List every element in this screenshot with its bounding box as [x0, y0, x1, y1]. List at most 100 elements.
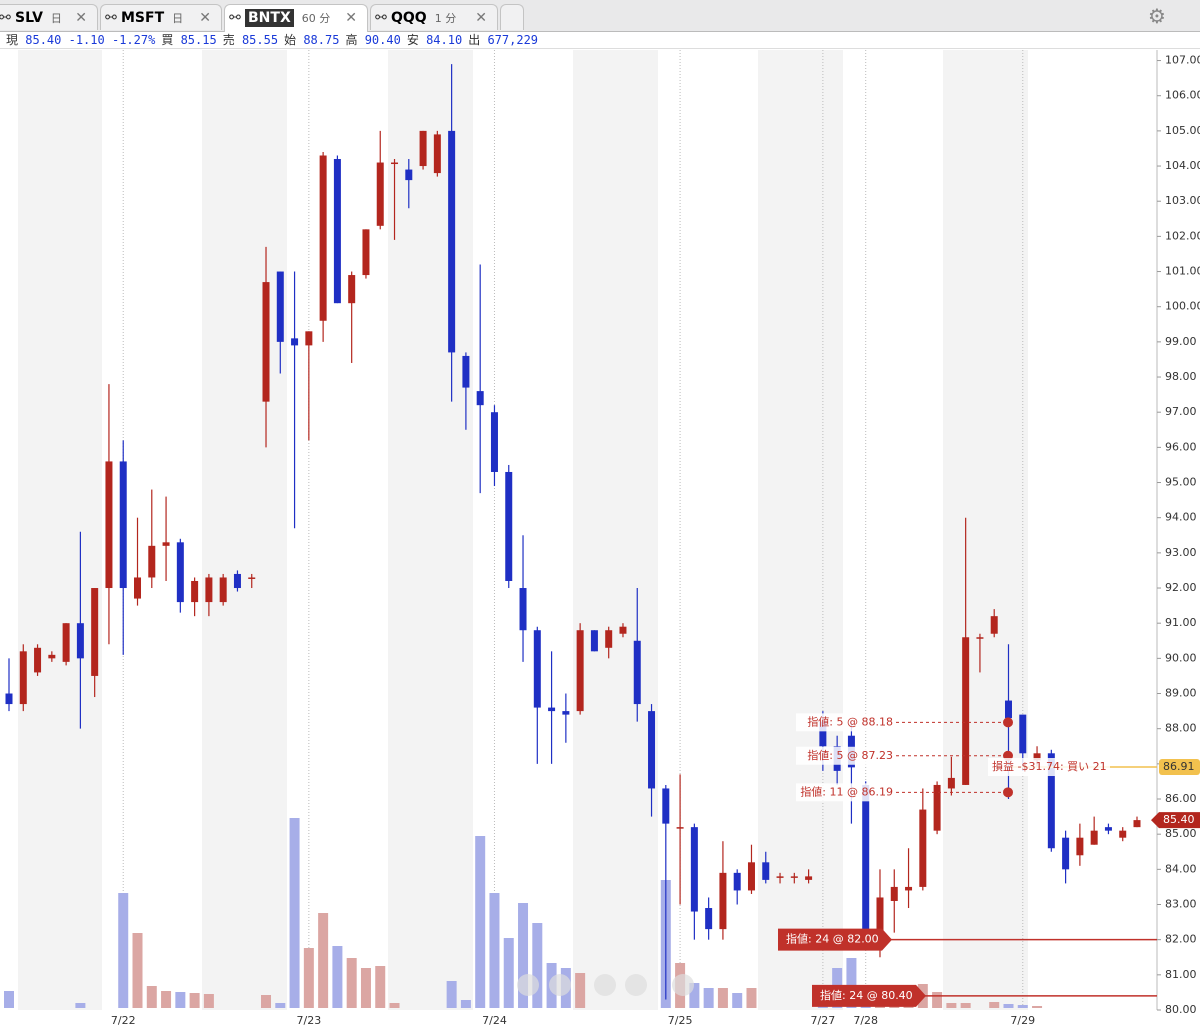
candle-body: [319, 155, 327, 321]
candle-body: [19, 651, 27, 705]
quote-label: 出: [468, 33, 481, 47]
scroll-button[interactable]: [549, 974, 571, 996]
quote-value: 85.15: [180, 33, 217, 47]
candle-body: [905, 886, 913, 891]
order-label-bg: [796, 783, 896, 802]
tab[interactable]: ⚯ SLV 日 ✕: [0, 4, 98, 30]
quote-value: 85.55: [241, 33, 279, 47]
session-shade: [758, 50, 843, 1010]
quote-bar: 現 85.40 -1.10 -1.27% 買 85.15 売 85.55 始 88.7…: [0, 32, 1200, 49]
candle-body: [762, 862, 770, 880]
quote-value: -1.10: [68, 33, 105, 47]
candle-body: [219, 577, 227, 603]
volume-bar: [575, 973, 586, 1008]
volume-bar: [518, 903, 529, 1008]
quote-label: 現: [6, 33, 19, 47]
y-tick-label: 99.00: [1165, 335, 1197, 348]
scroll-button[interactable]: [517, 974, 539, 996]
candle-body: [676, 827, 684, 829]
settings-icon[interactable]: ⚙: [1148, 4, 1166, 28]
candle-body: [191, 580, 199, 603]
volume-bar: [175, 992, 186, 1008]
session-shade: [943, 50, 1028, 1010]
candle-body: [976, 637, 984, 639]
y-tick-label: 84.00: [1165, 862, 1197, 875]
volume-bar: [446, 981, 457, 1008]
candle-body: [605, 630, 613, 648]
volume-bar: [489, 893, 500, 1008]
candle-body: [819, 721, 827, 747]
volume-bar: [503, 938, 514, 1008]
candle-body: [590, 630, 598, 652]
candle-body: [205, 577, 213, 603]
tab-symbol: BNTX: [245, 9, 294, 27]
candle-body: [962, 637, 970, 785]
y-tick-label: 104.00: [1165, 159, 1200, 172]
candle-body: [291, 338, 299, 346]
order-label: 指値: 5 @ 88.18: [807, 714, 893, 728]
candle-body: [619, 626, 627, 634]
candle-body: [62, 623, 70, 662]
y-tick-label: 82.00: [1165, 933, 1197, 946]
scroll-button[interactable]: [625, 974, 647, 996]
price-tag: [1159, 759, 1200, 776]
volume-bar: [846, 958, 857, 1008]
tab-symbol: MSFT: [121, 10, 165, 26]
candle-body: [876, 897, 884, 940]
candle-body: [233, 573, 241, 589]
tab-interval: 1 分: [434, 12, 457, 25]
candle-body: [733, 872, 741, 891]
tab-interval: 日: [172, 12, 184, 25]
candle-body: [1104, 827, 1112, 831]
candle-body: [1033, 753, 1041, 761]
x-tick-label: 7/25: [668, 1014, 693, 1027]
volume-bar: [532, 923, 543, 1008]
scroll-button[interactable]: [672, 974, 694, 996]
y-tick-label: 103.00: [1165, 194, 1200, 207]
candle-body: [134, 577, 142, 599]
y-tick-label: 90.00: [1165, 651, 1197, 664]
candle-body: [419, 130, 427, 167]
candle-body: [633, 640, 641, 705]
candle-body: [462, 355, 470, 388]
candle-body: [248, 577, 256, 579]
volume-bar: [989, 1002, 1000, 1008]
volume-bar: [118, 893, 129, 1008]
order-label: 指値: 11 @ 86.19: [800, 784, 893, 798]
candle-body: [119, 461, 127, 589]
volume-bar: [460, 1000, 471, 1008]
volume-bar: [332, 946, 343, 1008]
volume-bar: [203, 994, 214, 1008]
volume-bar: [4, 991, 14, 1008]
volume-bar: [389, 1003, 400, 1008]
volume-bar: [189, 993, 200, 1008]
tab-symbol: QQQ: [391, 10, 427, 26]
candle-body: [333, 159, 341, 304]
volume-bar: [375, 966, 386, 1008]
volume-bar: [1003, 1004, 1014, 1008]
candle-body: [1019, 714, 1027, 754]
tab[interactable]: ⚯ BNTX 60 分 ✕: [224, 4, 368, 32]
quote-label: 始: [284, 33, 297, 47]
candle-body: [148, 545, 156, 578]
volume-bar: [732, 993, 743, 1008]
candle-body: [405, 169, 413, 181]
new-tab[interactable]: [500, 4, 524, 30]
candle-body: [890, 886, 898, 901]
volume-bar: [703, 988, 714, 1008]
y-tick-label: 105.00: [1165, 124, 1200, 137]
last-price-label: 85.40: [1163, 813, 1195, 826]
scroll-button[interactable]: [594, 974, 616, 996]
candle-body: [990, 616, 998, 634]
candle-body: [1004, 700, 1012, 719]
order-label-bg: [796, 746, 896, 765]
candle-body: [1090, 830, 1098, 845]
quote-value: 90.40: [364, 33, 401, 47]
order-dot: [1003, 787, 1013, 798]
tab[interactable]: ⚯ MSFT 日 ✕: [100, 4, 222, 30]
quote-value: 88.75: [303, 33, 340, 47]
tab[interactable]: ⚯ QQQ 1 分 ✕: [370, 4, 498, 30]
candle-body: [162, 542, 170, 546]
candle-body: [919, 809, 927, 887]
candle-body: [505, 471, 513, 581]
